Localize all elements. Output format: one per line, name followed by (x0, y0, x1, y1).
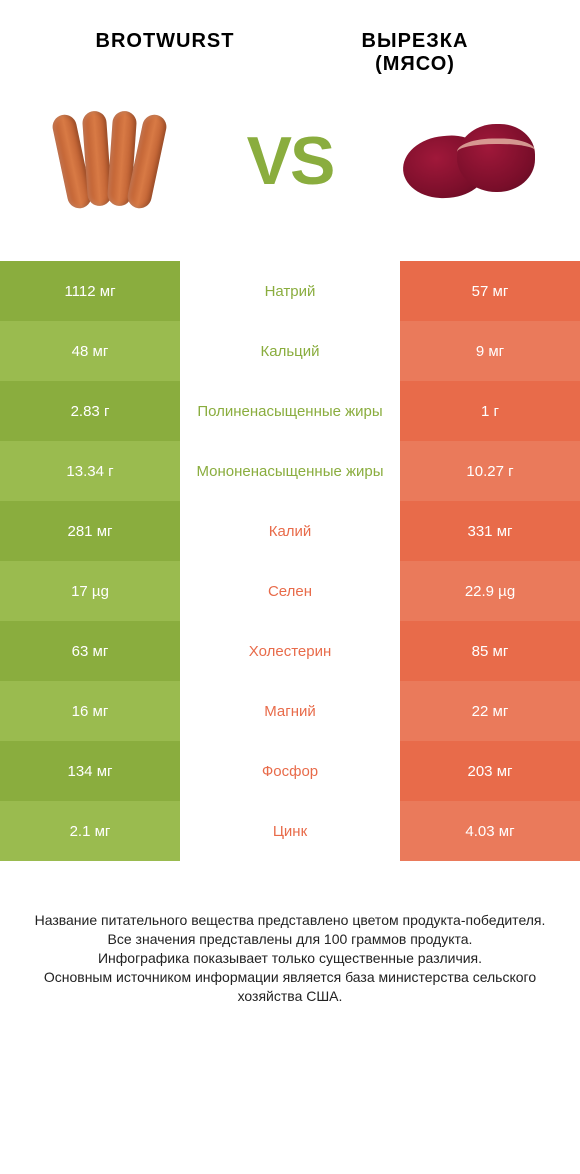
cell-label: Кальций (180, 321, 400, 381)
cell-label: Селен (180, 561, 400, 621)
cell-label: Калий (180, 501, 400, 561)
disclaimer-line: Название питательного вещества представл… (28, 911, 552, 930)
product-left-image (30, 101, 190, 221)
cell-right: 203 мг (400, 741, 580, 801)
cell-right: 57 мг (400, 261, 580, 321)
table-row: 17 µgСелен22.9 µg (0, 561, 580, 621)
cell-left: 17 µg (0, 561, 180, 621)
cell-label: Мононенасыщенные жиры (180, 441, 400, 501)
cell-left: 13.34 г (0, 441, 180, 501)
cell-right: 22 мг (400, 681, 580, 741)
product-right-header: ВЫРЕЗКА (МЯСО) (290, 30, 540, 76)
disclaimer-line: Основным источником информации является … (28, 968, 552, 1006)
images-row: VS (0, 86, 580, 261)
table-row: 2.1 мгЦинк4.03 мг (0, 801, 580, 861)
cell-right: 10.27 г (400, 441, 580, 501)
cell-right: 4.03 мг (400, 801, 580, 861)
table-row: 63 мгХолестерин85 мг (0, 621, 580, 681)
table-row: 13.34 гМононенасыщенные жиры10.27 г (0, 441, 580, 501)
header: BROTWURST ВЫРЕЗКА (МЯСО) (0, 0, 580, 86)
cell-right: 331 мг (400, 501, 580, 561)
disclaimer-line: Все значения представлены для 100 граммо… (28, 930, 552, 949)
cell-left: 48 мг (0, 321, 180, 381)
table-row: 281 мгКалий331 мг (0, 501, 580, 561)
cell-left: 2.1 мг (0, 801, 180, 861)
cell-right: 9 мг (400, 321, 580, 381)
table-row: 16 мгМагний22 мг (0, 681, 580, 741)
cell-left: 16 мг (0, 681, 180, 741)
vs-label: VS (247, 122, 334, 200)
cell-left: 281 мг (0, 501, 180, 561)
comparison-table: 1112 мгНатрий57 мг48 мгКальций9 мг2.83 г… (0, 261, 580, 861)
cell-right: 22.9 µg (400, 561, 580, 621)
table-row: 134 мгФосфор203 мг (0, 741, 580, 801)
product-left-header: BROTWURST (40, 30, 290, 53)
cell-left: 2.83 г (0, 381, 180, 441)
cell-left: 63 мг (0, 621, 180, 681)
product-right-title-line2: (МЯСО) (375, 53, 455, 76)
cell-right: 85 мг (400, 621, 580, 681)
cell-label: Фосфор (180, 741, 400, 801)
product-right-image (390, 101, 550, 221)
cell-label: Магний (180, 681, 400, 741)
cell-label: Полиненасыщенные жиры (180, 381, 400, 441)
cell-label: Натрий (180, 261, 400, 321)
cell-label: Цинк (180, 801, 400, 861)
disclaimer-text: Название питательного вещества представл… (0, 861, 580, 1025)
cell-left: 134 мг (0, 741, 180, 801)
cell-left: 1112 мг (0, 261, 180, 321)
table-row: 1112 мгНатрий57 мг (0, 261, 580, 321)
disclaimer-line: Инфографика показывает только существенн… (28, 949, 552, 968)
cell-right: 1 г (400, 381, 580, 441)
table-row: 48 мгКальций9 мг (0, 321, 580, 381)
product-right-title-line1: ВЫРЕЗКА (362, 30, 469, 53)
cell-label: Холестерин (180, 621, 400, 681)
table-row: 2.83 гПолиненасыщенные жиры1 г (0, 381, 580, 441)
product-left-title: BROTWURST (96, 30, 235, 53)
